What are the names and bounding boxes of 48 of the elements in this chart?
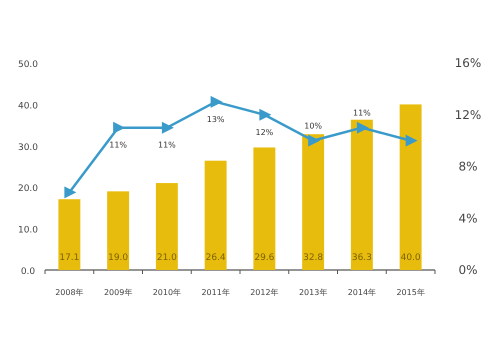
point — [64, 186, 76, 198]
point — [356, 122, 369, 134]
data-label: 12% — [255, 128, 274, 137]
data-label: 17.1 — [59, 253, 80, 263]
y2-tick-label: 0% — [458, 263, 478, 277]
y2-tick-label: 12% — [454, 108, 482, 122]
x-tick-label: 2015年 — [396, 288, 425, 297]
data-label: 13% — [206, 114, 225, 124]
x-tick-label: 2012年 — [250, 288, 279, 297]
data-label: 36.3 — [352, 253, 372, 263]
point — [259, 108, 272, 121]
x-tick-label: 2014年 — [348, 288, 376, 297]
data-label: 19.0 — [108, 253, 128, 263]
y-tick-label: 40.0 — [18, 101, 38, 112]
y-tick-label: 50.0 — [18, 60, 38, 70]
data-label: 40.0 — [400, 253, 421, 263]
bar — [107, 191, 130, 270]
data-label: 21.0 — [156, 253, 178, 263]
data-label: 10% — [304, 122, 322, 131]
data-label: 26.4 — [206, 253, 226, 263]
y-tick-label: 10.0 — [18, 226, 38, 236]
point — [308, 134, 320, 147]
y-tick-label: 20.0 — [18, 184, 38, 194]
x-tick-label: 2008年 — [55, 288, 84, 297]
bar — [156, 183, 178, 270]
x-tick-label: 2013年 — [298, 288, 328, 297]
data-label: 29.6 — [254, 253, 275, 263]
bar — [350, 120, 373, 270]
y2-tick-label: 8% — [458, 160, 478, 174]
data-label: 11% — [352, 108, 372, 118]
point — [162, 122, 174, 134]
bar — [302, 134, 324, 270]
x-tick-label: 2010年 — [152, 288, 182, 297]
bar — [400, 104, 422, 270]
data-label: 11% — [158, 140, 176, 150]
y-tick-label: 30.0 — [18, 142, 38, 153]
data-label: 11% — [109, 140, 128, 150]
point — [406, 134, 418, 147]
bar — [204, 160, 227, 270]
bar — [253, 147, 276, 270]
y2-tick-label: 4% — [458, 211, 478, 226]
data-label: 32.8 — [303, 253, 324, 263]
point — [210, 96, 223, 108]
y2-tick-label: 16% — [454, 56, 482, 70]
x-tick-label: 2009年 — [104, 288, 132, 297]
bar — [58, 199, 80, 270]
y-tick-label: 0.0 — [20, 267, 36, 277]
x-tick-label: 2011年 — [201, 288, 230, 297]
